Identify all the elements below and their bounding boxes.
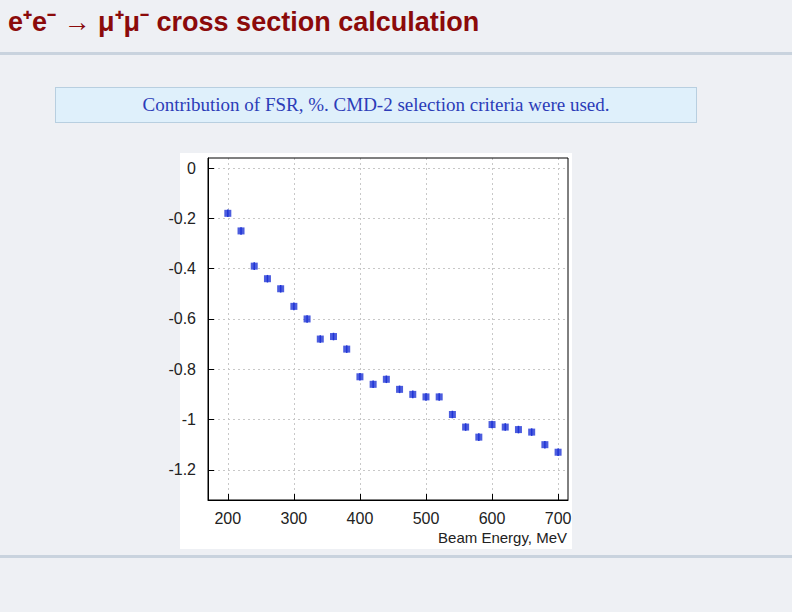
svg-text:200: 200 — [214, 510, 241, 527]
html-text:Contribution of FSR, %. CMD-2: Contribution of FSR, %. CMD-2 selection … — [142, 94, 610, 115]
svg-text:600: 600 — [479, 510, 506, 527]
svg-text:-0.4: -0.4 — [168, 260, 196, 277]
svg-text:-1: -1 — [182, 411, 196, 428]
svg-text:-1.2: -1.2 — [168, 461, 196, 478]
svg-text:Beam Energy, MeV: Beam Energy, MeV — [438, 529, 567, 546]
svg-text:500: 500 — [413, 510, 440, 527]
svg-text:-0.2: -0.2 — [168, 210, 196, 227]
html-text:e⁺e⁻ → μ⁺μ⁻ cross section calc: e⁺e⁻ → μ⁺μ⁻ cross section calculation — [8, 7, 480, 37]
svg-text:300: 300 — [281, 510, 308, 527]
svg-text:0: 0 — [187, 160, 196, 177]
svg-text:-0.8: -0.8 — [168, 361, 196, 378]
svg-text:-0.6: -0.6 — [168, 310, 196, 327]
svg-text:400: 400 — [347, 510, 374, 527]
svg-text:700: 700 — [545, 510, 572, 527]
